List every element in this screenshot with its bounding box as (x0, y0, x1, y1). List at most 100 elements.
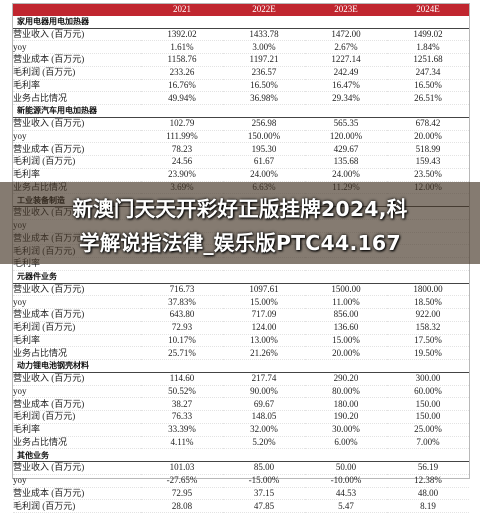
row-label: 营业收入 (百万元) (13, 372, 141, 386)
value-cell: 136.60 (305, 321, 387, 335)
row-label: 营业成本 (百万元) (13, 397, 141, 411)
section-title: 动力锂电池钢壳材料 (13, 359, 141, 373)
table-row: 营业成本 (百万元) 72.95 37.15 44.53 48.00 (13, 487, 469, 501)
value-cell: 1158.76 (141, 53, 223, 67)
value-cell: 1392.02 (141, 28, 223, 42)
value-cell: 24.56 (141, 155, 223, 169)
value-cell: 643.80 (141, 308, 223, 322)
section-header-blank-cell (387, 270, 469, 284)
value-cell: 18.50% (387, 295, 469, 309)
value-cell: 114.60 (141, 372, 223, 386)
value-cell: 195.30 (223, 142, 305, 156)
value-cell: 1499.02 (387, 28, 469, 42)
value-cell: 24.00% (305, 168, 387, 182)
section-title: 元器件业务 (13, 270, 141, 284)
value-cell: 38.27 (141, 397, 223, 411)
value-cell: 16.50% (387, 79, 469, 93)
value-cell: 135.68 (305, 155, 387, 169)
table-row: 营业收入 (百万元) 716.73 1097.61 1500.00 1800.00 (13, 283, 469, 297)
table-row: 业务占比情况 25.71% 21.26% 20.00% 19.50% (13, 346, 469, 360)
value-cell: 518.99 (387, 142, 469, 156)
table-body: 家用电器用电加热器 营业收入 (百万元) 1392.02 1433.78 1472.00… (13, 15, 469, 513)
value-cell: 150.00 (387, 397, 469, 411)
value-cell: 1.84% (387, 40, 469, 54)
value-cell: 19.50% (387, 346, 469, 360)
section-header-blank-cell (141, 104, 223, 118)
value-cell: -27.65% (141, 474, 223, 488)
value-cell: 44.53 (305, 487, 387, 501)
row-label: yoy (13, 40, 141, 54)
section-title: 家用电器用电加热器 (13, 15, 141, 29)
table-row: 毛利润 (百万元) 76.33 148.05 190.20 150.00 (13, 410, 469, 424)
value-cell: 150.00 (387, 410, 469, 424)
value-cell: 1251.68 (387, 53, 469, 67)
value-cell: 69.67 (223, 397, 305, 411)
table-header: 2021 2022E 2023E 2024E (13, 4, 469, 16)
value-cell: 30.00% (305, 423, 387, 437)
section-header-row: 元器件业务 (13, 270, 469, 284)
section-header-blank-cell (387, 15, 469, 29)
value-cell: 24.00% (223, 168, 305, 182)
value-cell: 922.00 (387, 308, 469, 322)
row-label: 毛利率 (13, 423, 141, 437)
value-cell: 678.42 (387, 117, 469, 131)
value-cell: 148.05 (223, 410, 305, 424)
value-cell: 300.00 (387, 372, 469, 386)
section-header-blank-cell (141, 448, 223, 462)
section-header-blank-cell (305, 15, 387, 29)
value-cell: 20.00% (305, 346, 387, 360)
row-label: 毛利率 (13, 334, 141, 348)
table-row: yoy -27.65% -15.00% -10.00% 12.38% (13, 474, 469, 488)
section-header-blank-cell (223, 448, 305, 462)
value-cell: 290.20 (305, 372, 387, 386)
value-cell: 33.39% (141, 423, 223, 437)
value-cell: 7.00% (387, 436, 469, 450)
value-cell: 111.99% (141, 130, 223, 144)
value-cell: 1097.61 (223, 283, 305, 297)
value-cell: 716.73 (141, 283, 223, 297)
value-cell: 50.52% (141, 385, 223, 399)
section-header-blank-cell (305, 104, 387, 118)
table-row: 毛利润 (百万元) 24.56 61.67 135.68 159.43 (13, 155, 469, 169)
value-cell: 1433.78 (223, 28, 305, 42)
section-header-blank-cell (223, 104, 305, 118)
value-cell: 1227.14 (305, 53, 387, 67)
row-label: yoy (13, 295, 141, 309)
row-label: yoy (13, 130, 141, 144)
section-header-blank-cell (387, 359, 469, 373)
section-header-row: 新能源汽车用电加热器 (13, 104, 469, 118)
value-cell: 76.33 (141, 410, 223, 424)
section-header-blank-cell (223, 15, 305, 29)
value-cell: 1197.21 (223, 53, 305, 67)
table-row: 营业成本 (百万元) 1158.76 1197.21 1227.14 1251.68 (13, 53, 469, 67)
value-cell: 72.95 (141, 487, 223, 501)
row-label: 营业收入 (百万元) (13, 117, 141, 131)
value-cell: 5.20% (223, 436, 305, 450)
section-header-blank-cell (305, 270, 387, 284)
section-title: 其他业务 (13, 448, 141, 462)
table-row: 毛利润 (百万元) 233.26 236.57 242.49 247.34 (13, 66, 469, 80)
row-label: 营业成本 (百万元) (13, 487, 141, 501)
table-row: 毛利润 (百万元) 28.08 47.85 5.47 8.19 (13, 499, 469, 513)
table-row: 业务占比情况 49.94% 36.98% 29.34% 26.51% (13, 91, 469, 105)
value-cell: -10.00% (305, 474, 387, 488)
table-row: yoy 37.83% 15.00% 11.00% 18.50% (13, 295, 469, 309)
value-cell: 37.83% (141, 295, 223, 309)
value-cell: 16.50% (223, 79, 305, 93)
value-cell: 190.20 (305, 410, 387, 424)
row-label: 营业成本 (百万元) (13, 308, 141, 322)
value-cell: 856.00 (305, 308, 387, 322)
row-label: 营业收入 (百万元) (13, 283, 141, 297)
value-cell: 4.11% (141, 436, 223, 450)
value-cell: 10.17% (141, 334, 223, 348)
value-cell: 6.00% (305, 436, 387, 450)
value-cell: 5.47 (305, 499, 387, 513)
row-label: 营业成本 (百万元) (13, 53, 141, 67)
value-cell: 13.00% (223, 334, 305, 348)
value-cell: 60.00% (387, 385, 469, 399)
value-cell: 47.85 (223, 499, 305, 513)
value-cell: 11.00% (305, 295, 387, 309)
value-cell: 233.26 (141, 66, 223, 80)
value-cell: 29.34% (305, 91, 387, 105)
section-header-row: 动力锂电池钢壳材料 (13, 359, 469, 373)
